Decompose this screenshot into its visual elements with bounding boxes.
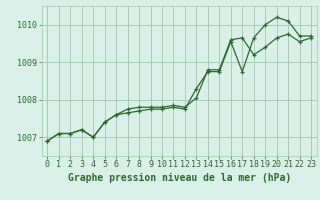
X-axis label: Graphe pression niveau de la mer (hPa): Graphe pression niveau de la mer (hPa) — [68, 173, 291, 183]
